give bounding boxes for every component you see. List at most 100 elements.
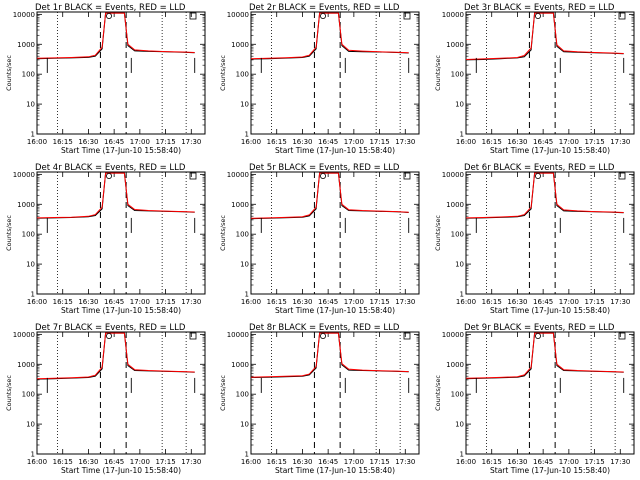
chart-title: Det 4r BLACK = Events, RED = LLD bbox=[35, 163, 186, 173]
circle-marker bbox=[535, 12, 542, 19]
square-marker bbox=[403, 12, 411, 20]
y-tick-label: 1000 bbox=[446, 201, 464, 209]
circle-marker bbox=[319, 12, 326, 19]
plot-area bbox=[466, 172, 625, 233]
y-tick-label: 1 bbox=[245, 131, 249, 139]
y-axis-label: Counts/sec bbox=[434, 375, 442, 411]
x-tick-label: 16:45 bbox=[104, 298, 124, 306]
y-tick-label: 10 bbox=[26, 421, 35, 429]
y-tick-label: 10000 bbox=[227, 331, 249, 339]
x-tick-label: 16:45 bbox=[318, 298, 338, 306]
y-tick-label: 100 bbox=[451, 71, 464, 79]
x-tick-label: 16:00 bbox=[241, 138, 261, 146]
x-tick-label: 17:00 bbox=[559, 298, 579, 306]
chart-title: Det 1r BLACK = Events, RED = LLD bbox=[35, 3, 186, 13]
chart-title: Det 8r BLACK = Events, RED = LLD bbox=[249, 323, 400, 333]
y-tick-label: 1 bbox=[31, 291, 35, 299]
chart-panel-7: Det 7r BLACK = Events, RED = LLD 1 10 100 10… bbox=[5, 323, 206, 475]
chart-panel-9: Det 9r BLACK = Events, RED = LLD 1 10 100 10… bbox=[434, 323, 635, 475]
x-axis-label: Start Time (17-Jun-10 15:58:40) bbox=[61, 146, 181, 155]
chart-title: Det 2r BLACK = Events, RED = LLD bbox=[249, 3, 400, 13]
plot-frame bbox=[465, 171, 635, 295]
x-tick-label: 16:15 bbox=[267, 138, 287, 146]
x-tick-label: 17:30 bbox=[395, 298, 415, 306]
y-tick-label: 1 bbox=[31, 131, 35, 139]
y-tick-label: 1 bbox=[245, 291, 249, 299]
square-marker bbox=[403, 332, 411, 340]
x-tick-label: 17:15 bbox=[155, 458, 175, 466]
x-tick-label: 17:15 bbox=[584, 138, 604, 146]
series-line-events bbox=[251, 172, 409, 220]
x-axis-label: Start Time (17-Jun-10 15:58:40) bbox=[275, 466, 395, 475]
chart-title: Det 5r BLACK = Events, RED = LLD bbox=[249, 163, 400, 173]
y-tick-label: 10000 bbox=[227, 11, 249, 19]
x-tick-label: 16:45 bbox=[318, 138, 338, 146]
circle-marker bbox=[106, 12, 113, 19]
square-marker bbox=[618, 12, 626, 20]
x-tick-label: 16:00 bbox=[456, 298, 476, 306]
x-tick-label: 16:30 bbox=[507, 458, 527, 466]
chart-panel-8: Det 8r BLACK = Events, RED = LLD 1 10 100 10… bbox=[219, 323, 420, 475]
chart-title: Det 6r BLACK = Events, RED = LLD bbox=[464, 163, 615, 173]
series-line-lld bbox=[466, 332, 624, 379]
x-tick-label: 17:15 bbox=[369, 138, 389, 146]
x-tick-label: 17:30 bbox=[181, 298, 201, 306]
series-line-lld bbox=[466, 12, 624, 60]
x-tick-label: 16:15 bbox=[482, 458, 502, 466]
chart-panel-2: Det 2r BLACK = Events, RED = LLD 1 10 100 10… bbox=[219, 3, 420, 155]
plot-frame bbox=[465, 11, 635, 135]
x-tick-label: 16:30 bbox=[507, 298, 527, 306]
x-tick-label: 17:00 bbox=[344, 138, 364, 146]
x-tick-label: 17:00 bbox=[344, 298, 364, 306]
x-tick-label: 16:30 bbox=[292, 298, 312, 306]
x-tick-label: 16:15 bbox=[482, 298, 502, 306]
y-tick-label: 10 bbox=[455, 421, 464, 429]
square-marker bbox=[618, 172, 626, 180]
y-axis-label: Counts/sec bbox=[219, 375, 227, 411]
plot-area bbox=[37, 172, 196, 233]
y-tick-label: 1000 bbox=[17, 41, 35, 49]
x-tick-label: 16:30 bbox=[292, 138, 312, 146]
y-tick-label: 100 bbox=[236, 71, 249, 79]
x-tick-label: 16:45 bbox=[104, 458, 124, 466]
chart-panel-5: Det 5r BLACK = Events, RED = LLD 1 10 100 10… bbox=[219, 163, 420, 315]
circle-marker bbox=[535, 172, 542, 179]
x-axis-label: Start Time (17-Jun-10 15:58:40) bbox=[275, 146, 395, 155]
x-tick-label: 17:15 bbox=[155, 298, 175, 306]
y-tick-label: 1000 bbox=[446, 41, 464, 49]
x-tick-label: 16:00 bbox=[456, 138, 476, 146]
square-marker bbox=[403, 172, 411, 180]
x-tick-label: 17:00 bbox=[130, 298, 150, 306]
y-tick-label: 1000 bbox=[17, 201, 35, 209]
y-axis-label: Counts/sec bbox=[434, 215, 442, 251]
y-tick-label: 100 bbox=[236, 231, 249, 239]
y-tick-label: 1 bbox=[460, 291, 464, 299]
square-marker bbox=[618, 332, 626, 340]
x-tick-label: 17:30 bbox=[395, 458, 415, 466]
y-tick-label: 1000 bbox=[231, 41, 249, 49]
x-tick-label: 16:30 bbox=[507, 138, 527, 146]
y-tick-label: 100 bbox=[451, 391, 464, 399]
square-marker bbox=[189, 12, 197, 20]
circle-marker bbox=[106, 332, 113, 339]
x-tick-label: 16:15 bbox=[267, 458, 287, 466]
y-tick-label: 100 bbox=[22, 391, 35, 399]
x-tick-label: 17:30 bbox=[181, 458, 201, 466]
x-tick-label: 16:15 bbox=[482, 138, 502, 146]
plot-frame bbox=[36, 331, 206, 455]
x-axis-label: Start Time (17-Jun-10 15:58:40) bbox=[490, 146, 610, 155]
y-tick-label: 10 bbox=[26, 101, 35, 109]
x-tick-label: 16:30 bbox=[78, 458, 98, 466]
x-tick-label: 16:45 bbox=[533, 458, 553, 466]
x-tick-label: 17:00 bbox=[559, 458, 579, 466]
plot-area bbox=[466, 332, 625, 393]
x-tick-label: 17:00 bbox=[344, 458, 364, 466]
y-tick-label: 10000 bbox=[227, 171, 249, 179]
y-tick-label: 10000 bbox=[442, 11, 464, 19]
plot-frame bbox=[465, 331, 635, 455]
x-axis-label: Start Time (17-Jun-10 15:58:40) bbox=[490, 306, 610, 315]
series-line-events bbox=[37, 332, 195, 380]
x-tick-label: 17:30 bbox=[181, 138, 201, 146]
x-tick-label: 16:00 bbox=[456, 458, 476, 466]
